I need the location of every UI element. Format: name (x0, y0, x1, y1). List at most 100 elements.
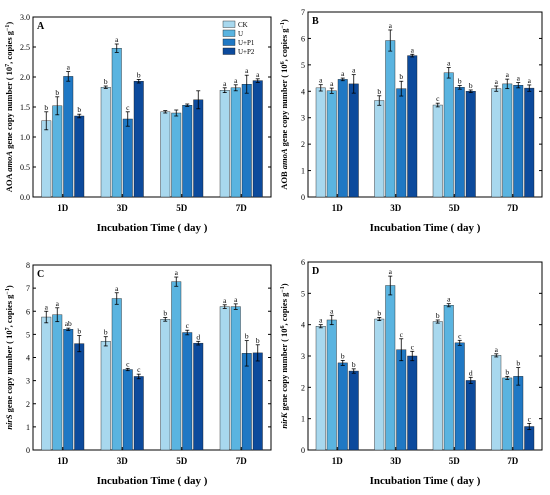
y-tick-label: 0.0 (20, 193, 30, 202)
significance-letter: a (330, 79, 334, 88)
y-tick-label: 0.5 (20, 163, 30, 172)
bar (182, 104, 193, 198)
bar (502, 377, 513, 451)
bar (52, 314, 63, 451)
significance-letter: c (186, 321, 190, 330)
bar (63, 329, 74, 451)
significance-letter: a (517, 74, 521, 83)
bar (100, 341, 111, 451)
bar (385, 285, 396, 451)
x-axis-label: Incubation Time ( day ) (370, 222, 481, 234)
bar (326, 319, 337, 451)
significance-letter: a (447, 59, 451, 68)
significance-letter: a (115, 35, 119, 44)
legend-label: U (238, 30, 243, 38)
y-axis-label: nirK gene copy number ( 106, copies g−1) (279, 283, 289, 428)
significance-letter: c (126, 103, 130, 112)
x-tick-label: 1D (57, 203, 69, 213)
legend-swatch (222, 47, 236, 55)
significance-letter: b (44, 103, 48, 112)
significance-letter: b (341, 351, 345, 360)
bar (63, 76, 74, 198)
bar (160, 111, 171, 198)
bar (160, 319, 171, 451)
bar (337, 79, 348, 198)
x-tick-label: 1D (332, 203, 344, 213)
y-tick-label: 1 (26, 423, 30, 432)
y-tick-label: 4 (301, 321, 305, 330)
bar (122, 118, 133, 198)
y-tick-label: 3 (301, 114, 305, 123)
legend-label: CK (238, 21, 248, 29)
significance-letter: a (234, 295, 238, 304)
significance-letter: b (436, 311, 440, 320)
significance-letter: d (196, 332, 200, 341)
significance-letter: c (528, 414, 532, 423)
significance-letter: a (319, 316, 323, 325)
significance-letter: b (55, 88, 59, 97)
bar (513, 85, 524, 198)
bar (348, 370, 359, 451)
significance-letter: a (256, 70, 260, 79)
bar (193, 99, 204, 198)
significance-letter: a (341, 69, 345, 78)
bar (241, 83, 252, 198)
significance-letter: b (256, 336, 260, 345)
significance-letter: a (389, 21, 393, 30)
significance-letter: b (77, 105, 81, 114)
legend-swatch (222, 20, 236, 28)
bar (133, 80, 144, 198)
bar (524, 87, 535, 198)
significance-letter: b (77, 327, 81, 336)
bar (100, 86, 111, 198)
bar (337, 362, 348, 451)
legend-swatch (222, 38, 236, 46)
y-axis-label: nirS gene copy number ( 107, copies g−1) (4, 285, 14, 430)
bar (407, 355, 418, 451)
bar (348, 83, 359, 198)
y-tick-label: 2.0 (20, 73, 30, 82)
x-tick-label: 1D (332, 456, 344, 466)
bar (315, 326, 326, 451)
significance-letter: b (516, 359, 520, 368)
significance-letter: a (447, 295, 451, 304)
x-tick-label: 1D (57, 456, 69, 466)
bar (252, 352, 263, 451)
y-tick-label: 0 (26, 446, 30, 455)
bar (171, 112, 182, 198)
bar (396, 88, 407, 198)
bar (74, 115, 85, 198)
bar (111, 48, 122, 198)
y-tick-label: 7 (26, 284, 30, 293)
y-tick-label: 7 (301, 8, 305, 17)
significance-letter: a (67, 63, 71, 72)
bar (219, 89, 230, 198)
significance-letter: b (163, 308, 167, 317)
significance-letter: a (45, 302, 49, 311)
y-tick-label: 1 (301, 167, 305, 176)
significance-letter: b (505, 367, 509, 376)
significance-letter: b (245, 332, 249, 341)
significance-letter: c (458, 331, 462, 340)
significance-letter: a (389, 267, 393, 276)
significance-letter: b (399, 72, 403, 81)
panel-letter: B (312, 16, 319, 27)
x-tick-label: 5D (449, 456, 461, 466)
significance-letter: b (137, 70, 141, 79)
y-tick-label: 4 (301, 87, 305, 96)
bar (465, 380, 476, 451)
bar (385, 40, 396, 198)
y-axis-label: AOB amoA gene copy number ( 106, copies … (279, 19, 289, 190)
bar (219, 306, 230, 451)
x-tick-label: 5D (449, 203, 461, 213)
significance-letter: a (330, 306, 334, 315)
significance-letter: b (377, 308, 381, 317)
x-tick-label: 5D (176, 203, 188, 213)
y-tick-label: 6 (301, 258, 305, 267)
bar (252, 80, 263, 198)
y-tick-label: 5 (26, 330, 30, 339)
x-tick-label: 5D (176, 456, 188, 466)
bar (41, 120, 52, 198)
